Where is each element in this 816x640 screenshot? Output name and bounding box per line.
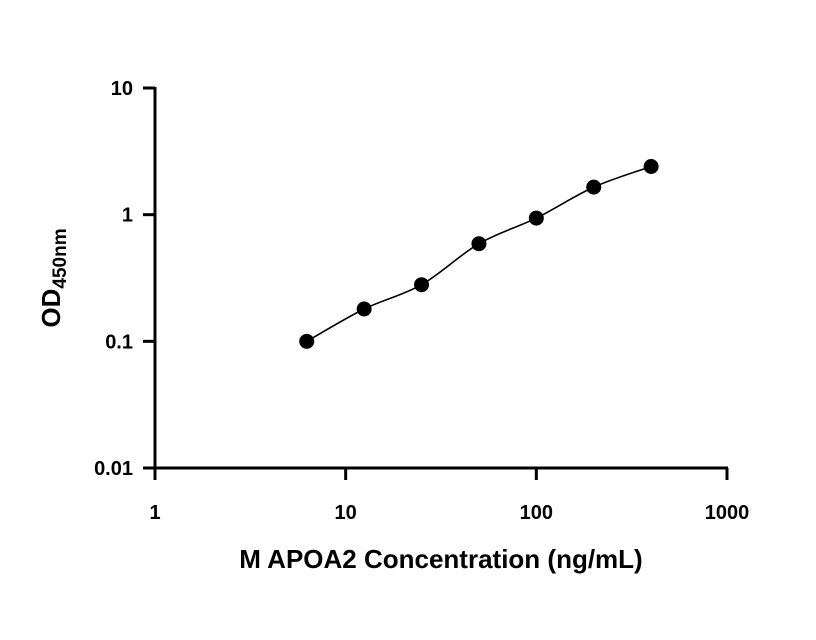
y-tick-label-1: 0.1 — [105, 331, 133, 353]
tick-labels: 1 10 100 1000 0.01 0.1 1 10 — [94, 78, 749, 524]
data-point-5 — [586, 179, 602, 195]
x-tick-label-3: 1000 — [705, 502, 750, 524]
axes — [153, 87, 728, 470]
data-point-2 — [414, 277, 430, 293]
data-point-1 — [356, 301, 372, 317]
y-tick-label-3: 10 — [111, 78, 133, 100]
data-point-6 — [643, 159, 659, 175]
y-axis-title-subscript: 450nm — [50, 228, 71, 288]
y-axis-title-main: OD — [36, 289, 66, 328]
x-tick-label-0: 1 — [149, 502, 160, 524]
data-point-4 — [528, 210, 544, 226]
ticks — [143, 86, 729, 480]
data-points — [299, 159, 659, 349]
y-tick-label-0: 0.01 — [94, 458, 133, 480]
x-axis-title: M APOA2 Concentration (ng/mL) — [239, 544, 642, 574]
y-tick-label-2: 1 — [122, 205, 133, 227]
x-tick-label-2: 100 — [520, 502, 553, 524]
data-point-3 — [471, 236, 487, 252]
data-point-0 — [299, 333, 315, 349]
x-tick-label-1: 10 — [335, 502, 357, 524]
fit-curve-line — [306, 165, 652, 343]
y-axis-title: OD450nm — [36, 228, 71, 327]
